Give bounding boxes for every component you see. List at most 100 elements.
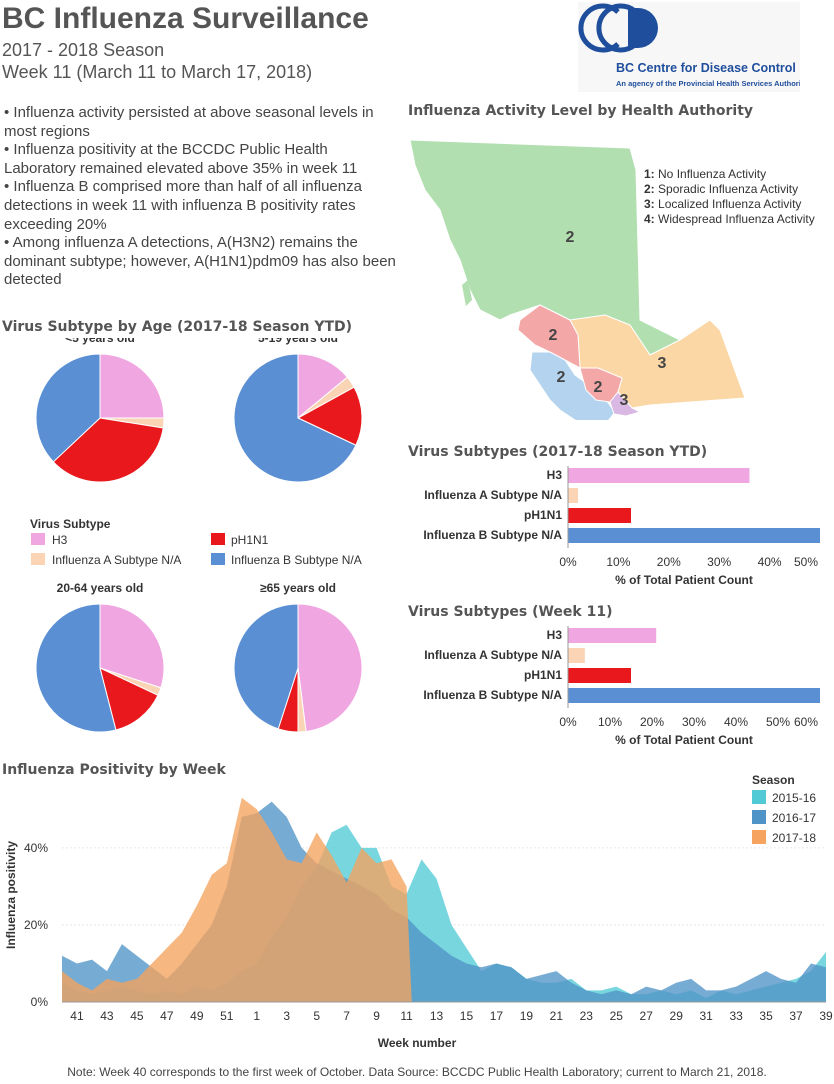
pie-slice bbox=[52, 417, 164, 483]
svg-text:2: Sporadic Influenza Activity: 2: Sporadic Influenza Activity bbox=[644, 182, 798, 196]
x-tick-label: 51 bbox=[220, 1009, 234, 1023]
bar-tick-label: 30% bbox=[682, 715, 706, 729]
positivity-title: Influenza Positivity by Week bbox=[2, 762, 226, 778]
legend-swatch bbox=[752, 810, 766, 824]
x-tick-label: 49 bbox=[190, 1009, 204, 1023]
region-level-label: 3 bbox=[620, 392, 629, 409]
bar-tick-label: 10% bbox=[598, 715, 622, 729]
x-tick-label: 47 bbox=[160, 1009, 174, 1023]
bar-category-label: H3 bbox=[547, 468, 563, 482]
x-tick-label: 17 bbox=[490, 1009, 504, 1023]
area-series bbox=[62, 797, 412, 1002]
bar-category-label: pH1N1 bbox=[524, 508, 562, 522]
pie-slice bbox=[99, 353, 165, 419]
pie-title: 5-19 years old bbox=[258, 338, 338, 345]
region-haida-gwaii bbox=[462, 280, 472, 306]
area-series bbox=[62, 824, 826, 1002]
bar bbox=[568, 648, 585, 663]
pie-title: 20-64 years old bbox=[57, 581, 144, 595]
bar bbox=[568, 508, 631, 523]
x-tick-label: 7 bbox=[343, 1009, 350, 1023]
pie-title: ≥65 years old bbox=[260, 581, 336, 595]
legend-num: 4: bbox=[644, 212, 655, 226]
positivity-chart: 0%20%40%41 43 45 47 49 51 1 3 5 7 9 11 13 15 17 19 21 23 2… bbox=[4, 773, 833, 1050]
region-fraser-east bbox=[609, 391, 642, 417]
svg-text:4: Widespread Influenza Activi: 4: Widespread Influenza Activity bbox=[644, 212, 815, 226]
bar-week-title: Virus Subtypes (Week 11) bbox=[408, 604, 613, 620]
bar-ytd-title: Virus Subtypes (2017-18 Season YTD) bbox=[408, 444, 708, 460]
x-tick-label: 35 bbox=[759, 1009, 773, 1023]
x-tick-label: 5 bbox=[313, 1009, 320, 1023]
x-tick-label: 43 bbox=[100, 1009, 114, 1023]
pie-slice bbox=[35, 353, 101, 463]
pie-slice bbox=[99, 603, 165, 689]
x-tick-label: 39 bbox=[819, 1009, 833, 1023]
pie-legend: Virus Subtype H3 Influenza A Subtype N/A… bbox=[30, 517, 362, 567]
bar-tick-label: 50% bbox=[766, 715, 790, 729]
x-tick-label: 23 bbox=[580, 1009, 594, 1023]
bar-tick-label: 20% bbox=[640, 715, 664, 729]
legend-text: Widespread Influenza Activity bbox=[658, 212, 815, 226]
bar bbox=[568, 688, 820, 703]
bar-tick-label: 30% bbox=[707, 555, 731, 569]
bar-tick-label: 20% bbox=[657, 555, 681, 569]
summary-bullets: • Influenza activity persisted at above … bbox=[4, 104, 399, 290]
map-legend: 1: No Influenza Activity 2: Sporadic Inf… bbox=[644, 167, 815, 226]
page-title: BC Influenza Surveillance bbox=[2, 2, 369, 35]
bullet-item: • Among influenza A detections, A(H3N2) … bbox=[4, 234, 396, 289]
pie-slice bbox=[233, 353, 357, 483]
legend-text: Sporadic Influenza Activity bbox=[658, 182, 798, 196]
region-level-label: 3 bbox=[658, 355, 667, 372]
pie-slice bbox=[297, 353, 349, 420]
legend-label: Influenza A Subtype N/A bbox=[52, 553, 181, 567]
bar-xlabel: % of Total Patient Count bbox=[615, 573, 753, 587]
bullet-item: • Influenza positivity at the BCCDC Publ… bbox=[4, 141, 358, 177]
region-level-label: 2 bbox=[594, 379, 603, 396]
legend-text: Localized Influenza Activity bbox=[658, 197, 801, 211]
map-title: Influenza Activity Level by Health Autho… bbox=[408, 103, 754, 119]
y-tick-label: 20% bbox=[24, 918, 48, 932]
pie-charts: Virus Subtype H3 Influenza A Subtype N/A… bbox=[30, 338, 363, 733]
bar-tick-label: 50% bbox=[794, 555, 818, 569]
pie-slice bbox=[35, 603, 117, 733]
pies-title: Virus Subtype by Age (2017-18 Season YTD… bbox=[2, 319, 353, 335]
bar-category-label: H3 bbox=[547, 628, 563, 642]
pie-legend-title: Virus Subtype bbox=[30, 517, 111, 531]
svg-text:1: No Influenza Activity: 1: No Influenza Activity bbox=[644, 167, 766, 181]
legend-label: 2015-16 bbox=[772, 791, 816, 805]
legend-swatch-ph1n1 bbox=[211, 533, 225, 545]
x-tick-label: 45 bbox=[130, 1009, 144, 1023]
legend-label: 2017-18 bbox=[772, 831, 816, 845]
bar bbox=[568, 528, 820, 543]
y-tick-label: 0% bbox=[31, 995, 49, 1009]
y-axis-label: Influenza positivity bbox=[4, 841, 18, 949]
legend-label: H3 bbox=[52, 533, 68, 547]
pie-slice bbox=[233, 603, 299, 730]
bar-category-label: Influenza B Subtype N/A bbox=[423, 528, 562, 542]
bccdc-logo-mark: BC Centre for Disease Control An agency … bbox=[578, 3, 808, 88]
y-tick-label: 40% bbox=[24, 841, 48, 855]
logo-tagline: An agency of the Provincial Health Servi… bbox=[616, 79, 800, 88]
legend-label: pH1N1 bbox=[231, 533, 269, 547]
region-level-label: 2 bbox=[566, 229, 575, 246]
legend-text: No Influenza Activity bbox=[658, 167, 766, 181]
legend-num: 1: bbox=[644, 167, 655, 181]
region-level-label: 2 bbox=[549, 327, 558, 344]
legend-swatch bbox=[752, 790, 766, 804]
bar-chart-ytd: H3 Influenza A Subtype N/A pH1N1 Influenza … bbox=[423, 466, 820, 587]
legend-num: 3: bbox=[644, 197, 655, 211]
x-tick-label: 41 bbox=[70, 1009, 84, 1023]
x-tick-label: 3 bbox=[283, 1009, 290, 1023]
pie-slice bbox=[296, 386, 363, 446]
bar-category-label: Influenza B Subtype N/A bbox=[423, 688, 562, 702]
bar bbox=[568, 668, 631, 683]
legend-swatch bbox=[752, 830, 766, 844]
bccdc-logo: BC Centre for Disease Control An agency … bbox=[578, 2, 808, 92]
week-subtitle: Week 11 (March 11 to March 17, 2018) bbox=[2, 62, 313, 82]
bar-category-label: Influenza A Subtype N/A bbox=[424, 488, 562, 502]
bar-tick-label: 40% bbox=[724, 715, 748, 729]
x-tick-label: 1 bbox=[253, 1009, 260, 1023]
x-axis-label: Week number bbox=[378, 1036, 457, 1050]
x-tick-label: 31 bbox=[699, 1009, 713, 1023]
bullet-item: • Influenza B comprised more than half o… bbox=[4, 178, 362, 233]
